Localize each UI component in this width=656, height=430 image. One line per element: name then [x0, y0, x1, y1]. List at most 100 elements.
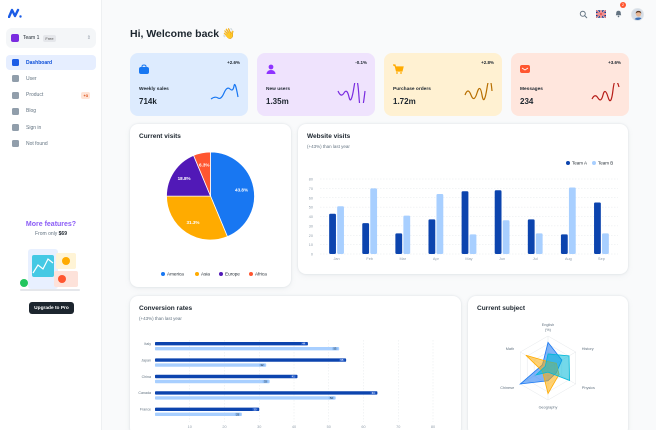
- bar-team-a: [428, 219, 436, 254]
- notification-count: 2: [620, 2, 626, 8]
- bar-2022: [155, 391, 378, 395]
- y-tick-label: 0: [311, 253, 313, 257]
- legend-label: Team B: [598, 161, 613, 166]
- horizontal-bar-chart: 10 20 30 40 50 60 70 80 Italy 44 53 Japan 55 32 China 4…: [138, 340, 435, 429]
- legend-swatch: [219, 272, 223, 276]
- notifications-button[interactable]: 2: [614, 2, 626, 23]
- card-title: Conversion rates: [139, 305, 193, 312]
- plan-badge: Free: [43, 34, 56, 42]
- data-label: 44: [302, 342, 305, 346]
- bar-team-a: [594, 202, 601, 254]
- legend-swatch: [161, 272, 165, 276]
- sidebar-item-dashboard[interactable]: Dashboard: [6, 55, 96, 70]
- x-tick-label: Sep: [598, 257, 605, 261]
- language-flag-icon[interactable]: [596, 10, 606, 18]
- card-subtitle: (+43%) than last year: [307, 144, 350, 149]
- shopping-bag-icon: [139, 64, 149, 74]
- x-tick-label: 60: [361, 425, 365, 429]
- bar-team-a: [395, 233, 403, 254]
- bar-2023: [155, 412, 242, 416]
- team-switcher[interactable]: Team 1 Free ⇕: [6, 28, 96, 48]
- x-tick-label: Jul: [533, 257, 538, 261]
- message-icon: [520, 65, 530, 73]
- logo-icon[interactable]: [8, 8, 22, 18]
- cart-icon: [12, 91, 19, 99]
- pie-slice-america: [210, 151, 255, 238]
- pie-slice-europe: [166, 154, 212, 197]
- legend-swatch: [566, 161, 570, 165]
- pie-slice-africa: [193, 151, 211, 197]
- trend-value: +2.6%: [227, 60, 240, 65]
- stat-label: Messages: [520, 87, 543, 92]
- cart-icon: [393, 64, 404, 74]
- blog-icon: [12, 107, 19, 115]
- search-icon[interactable]: [579, 10, 588, 19]
- radar-axis-label: History: [582, 347, 594, 351]
- bar-2023: [155, 363, 267, 367]
- y-tick-label: Italy: [144, 342, 151, 346]
- trend-value: -0.1%: [355, 60, 367, 65]
- stat-card-purchase-orders: +2.8% Purchase orders 1.72m: [384, 53, 502, 116]
- pie-slice-label: 43.8%: [235, 187, 248, 192]
- x-tick-label: May: [465, 257, 472, 261]
- y-tick-label: Japan: [141, 358, 151, 362]
- sidebar-item-user[interactable]: User: [6, 71, 96, 86]
- bar-2023: [155, 347, 340, 351]
- data-label: 25: [236, 412, 239, 416]
- data-label-bg: [328, 396, 335, 400]
- trend-value: +2.8%: [481, 60, 494, 65]
- stat-value: 1.35m: [266, 97, 289, 106]
- sidebar-item-label: Sign in: [26, 124, 42, 131]
- sidebar-item-label: Product: [26, 92, 44, 99]
- sidebar-nav: Dashboard User Product +3 Blog Sign in N…: [6, 55, 96, 153]
- bar-team-b: [436, 194, 444, 254]
- stat-label: New users: [266, 87, 290, 92]
- x-tick-label: Mar: [400, 257, 407, 261]
- bar-team-a: [329, 213, 336, 254]
- legend-swatch: [249, 272, 253, 276]
- bar-team-b: [337, 206, 344, 254]
- x-tick-label: 10: [188, 425, 192, 429]
- y-tick-label: France: [140, 408, 151, 412]
- x-tick-label: 20: [222, 425, 226, 429]
- x-tick-label: Apr: [433, 257, 440, 261]
- sidebar-item-label: User: [26, 75, 37, 82]
- legend-label: America: [167, 272, 184, 277]
- data-label-bg: [332, 347, 338, 351]
- sparkline: [337, 83, 366, 103]
- radar-axis-label: English: [542, 323, 554, 327]
- sparkline: [210, 83, 239, 100]
- pie-slice-label: 6.3%: [199, 163, 209, 168]
- pie-slice-label: 18.8%: [178, 176, 191, 181]
- y-tick-label: 10: [309, 243, 313, 247]
- x-tick-label: 30: [257, 425, 261, 429]
- data-label-bg: [290, 375, 296, 378]
- promo-illustration: [20, 249, 80, 291]
- y-tick-label: 70: [309, 187, 313, 191]
- bar-team-b: [370, 188, 378, 254]
- upgrade-button[interactable]: Upgrade to Pro: [29, 302, 74, 314]
- sidebar-item-not-found[interactable]: Not found: [6, 136, 96, 151]
- radar-axis-label: Geography: [539, 406, 558, 410]
- x-tick-label: Jun: [499, 257, 505, 261]
- sidebar-item-sign-in[interactable]: Sign in: [6, 120, 96, 135]
- data-label-bg: [339, 358, 345, 362]
- data-label-bg: [370, 391, 376, 395]
- x-tick-label: 80: [431, 425, 435, 429]
- legend-label: Africa: [255, 272, 267, 277]
- radar-axis-label: Math: [506, 347, 514, 351]
- x-tick-label: Aug: [565, 257, 572, 261]
- sidebar-item-blog[interactable]: Blog: [6, 104, 96, 119]
- bar-2022: [155, 342, 308, 346]
- x-tick-label: 40: [292, 425, 296, 429]
- stat-value: 714k: [139, 97, 157, 106]
- avatar[interactable]: [631, 7, 644, 21]
- data-label: 55: [340, 358, 343, 362]
- bar-team-b: [502, 220, 510, 254]
- sidebar-item-product[interactable]: Product +3: [6, 88, 96, 103]
- sparkline: [464, 83, 493, 101]
- website-visits-card: Website visits (+43%) than last year 80 7…: [298, 124, 628, 274]
- bell-icon: [615, 10, 622, 18]
- data-label: 32: [261, 363, 264, 367]
- bar-2022: [155, 407, 260, 411]
